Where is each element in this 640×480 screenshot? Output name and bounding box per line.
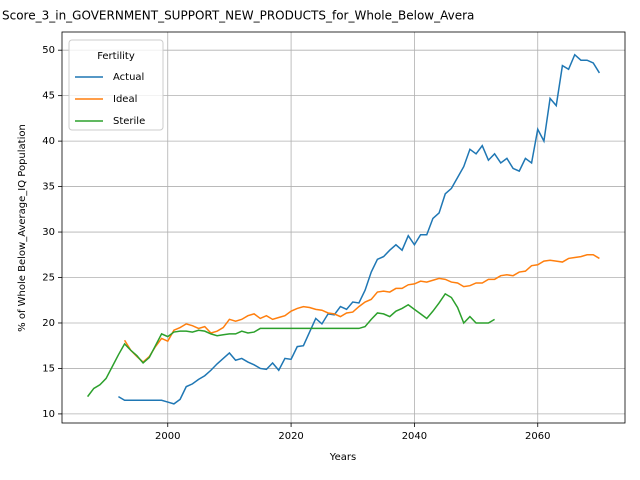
y-tick-label: 45	[42, 91, 55, 102]
legend-label: Sterile	[113, 116, 145, 127]
y-tick-label: 25	[42, 273, 55, 284]
y-tick-label: 40	[42, 136, 55, 147]
line-series	[86, 292, 495, 398]
y-tick-label: 10	[42, 409, 55, 420]
y-tick-label: 50	[42, 45, 55, 56]
y-tick-label: 20	[42, 318, 55, 329]
line-series	[118, 53, 601, 405]
x-axis-label: Years	[329, 452, 356, 463]
y-tick-label: 35	[42, 182, 55, 193]
plot-frame	[61, 31, 626, 424]
y-tick-label: 30	[42, 227, 55, 238]
x-tick-label: 2060	[525, 431, 550, 442]
chart-title: Score_3_in_GOVERNMENT_SUPPORT_NEW_PRODUC…	[2, 9, 474, 23]
legend-box	[68, 39, 164, 131]
legend-label: Ideal	[113, 94, 137, 105]
y-axis-label: % of Whole Below_Average_IQ Population	[17, 124, 28, 332]
x-tick-label: 2040	[402, 431, 427, 442]
legend-label: Actual	[113, 72, 144, 83]
legend-title: Fertility	[97, 51, 135, 62]
x-tick-label: 2020	[278, 431, 303, 442]
x-tick-label: 2000	[155, 431, 180, 442]
line-series	[123, 254, 600, 364]
y-tick-label: 15	[42, 363, 55, 374]
